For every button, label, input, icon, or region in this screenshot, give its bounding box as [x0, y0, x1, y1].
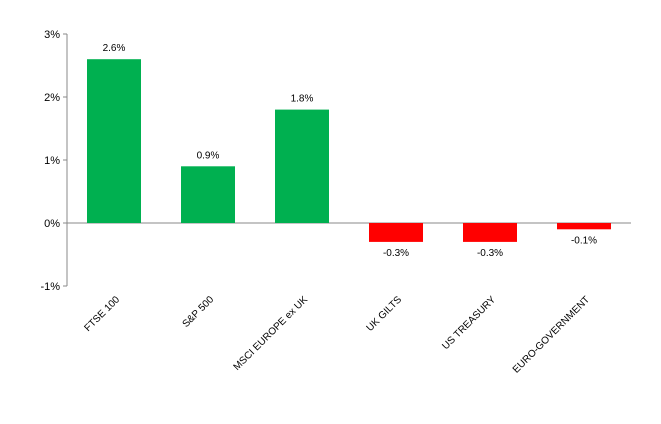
- data-label: 1.8%: [291, 94, 314, 105]
- data-label: -0.3%: [383, 248, 409, 259]
- axes: 3% 2% 1% 0% -1%: [40, 29, 631, 293]
- bars: [87, 59, 611, 242]
- y-tick-label: 1%: [44, 155, 60, 167]
- y-tick-label: 0%: [44, 218, 60, 230]
- y-tick-label: -1%: [40, 281, 60, 293]
- y-tick-label: 3%: [44, 29, 60, 41]
- data-label: -0.1%: [571, 235, 597, 246]
- bar-2: [181, 166, 235, 223]
- category-label: S&P 500: [181, 294, 217, 330]
- bar-5: [463, 223, 517, 242]
- category-label: FTSE 100: [83, 294, 123, 334]
- category-label: US TREASURY: [440, 294, 498, 352]
- category-label: MSCI EUROPE ex UK: [232, 294, 311, 373]
- bar-3: [275, 109, 329, 223]
- labels: 2.6% FTSE 100 0.9% S&P 500 1.8% MSCI EUROPE e…: [83, 43, 598, 375]
- data-label: 2.6%: [103, 43, 126, 54]
- bar-1: [87, 59, 141, 224]
- y-tick-label: 2%: [44, 92, 60, 104]
- bar-4: [369, 223, 423, 242]
- bar-6: [557, 223, 611, 230]
- category-label: UK GILTS: [365, 294, 405, 334]
- category-label: EURO-GOVERNMENT: [511, 294, 592, 375]
- data-label: -0.3%: [477, 248, 503, 259]
- data-label: 0.9%: [197, 150, 220, 161]
